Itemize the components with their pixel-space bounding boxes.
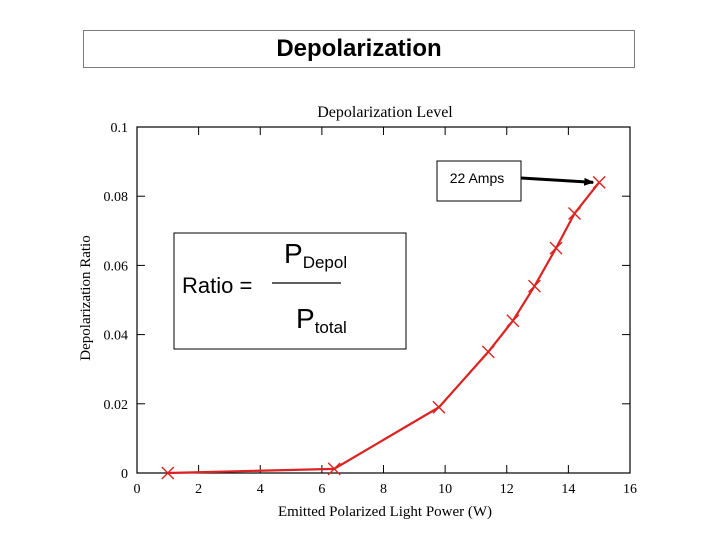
- marker-stroke: [327, 462, 341, 476]
- y-tick-label: 0.1: [111, 121, 129, 136]
- x-tick-label: 16: [623, 482, 637, 497]
- annotation-text: 22 Amps: [450, 170, 504, 186]
- x-tick-label: 10: [438, 482, 452, 497]
- data-point-marker: [481, 345, 495, 359]
- formula-denominator: Ptotal: [296, 303, 347, 337]
- y-tick-label: 0.06: [104, 259, 129, 274]
- marker-stroke: [481, 345, 495, 359]
- y-axis-label: Depolarization Ratio: [78, 235, 94, 360]
- x-tick-label: 6: [318, 482, 325, 497]
- y-tick-label: 0.02: [104, 398, 129, 413]
- formula-numerator: PDepol: [284, 238, 347, 272]
- x-tick-label: 12: [500, 482, 514, 497]
- chart-title: Depolarization Level: [317, 104, 453, 121]
- y-tick-label: 0: [121, 467, 128, 482]
- slide-title: Depolarization: [83, 30, 635, 68]
- numerator-sub: Depol: [303, 253, 347, 272]
- formula-box: [173, 232, 407, 350]
- marker-stroke: [506, 314, 520, 328]
- x-tick-label: 8: [380, 482, 387, 497]
- data-point-marker: [432, 400, 446, 414]
- x-axis-label: Emitted Polarized Light Power (W): [278, 504, 492, 520]
- marker-stroke: [549, 241, 563, 255]
- marker-stroke: [432, 400, 446, 414]
- annotation-arrow: [520, 176, 595, 186]
- data-point-marker: [327, 462, 341, 476]
- data-point-marker: [161, 466, 175, 480]
- x-tick-label: 4: [257, 482, 264, 497]
- y-tick-label: 0.08: [104, 190, 129, 205]
- data-point-marker: [527, 279, 541, 293]
- data-point-marker: [506, 314, 520, 328]
- marker-stroke: [161, 466, 175, 480]
- marker-stroke: [568, 207, 582, 220]
- marker-stroke: [527, 279, 541, 293]
- numerator-base: P: [284, 238, 303, 269]
- x-tick-label: 0: [134, 482, 141, 497]
- data-point-marker: [549, 241, 563, 255]
- x-tick-label: 2: [195, 482, 202, 497]
- x-tick-label: 14: [561, 482, 575, 497]
- marker-stroke: [592, 175, 606, 189]
- annotation-box: [436, 160, 522, 202]
- denominator-base: P: [296, 303, 315, 334]
- y-tick-label: 0.04: [104, 329, 129, 344]
- data-point-marker: [592, 175, 606, 189]
- data-point-marker: [568, 207, 582, 220]
- formula-lhs: Ratio =: [182, 273, 252, 298]
- denominator-sub: total: [315, 318, 347, 337]
